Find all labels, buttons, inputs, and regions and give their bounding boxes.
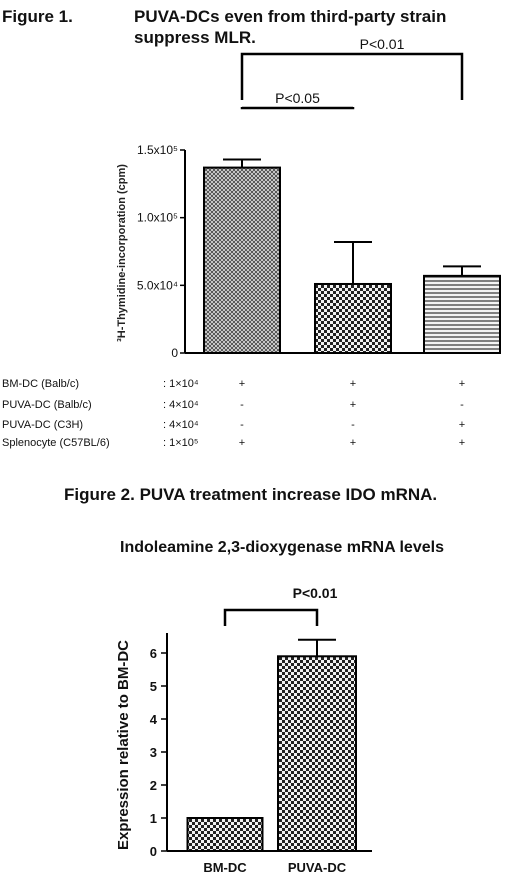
fig1-significance-label: P<0.05 [275,90,320,106]
fig1-bar [203,166,281,354]
fig2-y-axis-label: Expression relative to BM-DC [115,640,132,850]
figure1-chart: 0 5.0x10⁴ 1.0x10⁵ 1.5x10⁵ ³H-Thymidine-incor… [2,36,501,449]
fig1-significance-bracket [240,106,355,110]
fig2-y-tick-label: 2 [150,778,157,793]
fig1-y-tick-label: 5.0x10⁴ [137,278,178,292]
fig1-bar [423,274,501,354]
fig2-significance-label: P<0.01 [293,585,338,601]
fig2-y-tick-label: 0 [150,844,157,859]
fig1-condition-dose: : 4×10⁴ [163,419,199,431]
fig1-condition-dose: : 4×10⁴ [163,399,199,411]
fig1-y-tick-label: 0 [171,346,178,360]
fig1-condition-name: BM-DC (Balb/c) [2,378,79,390]
fig1-condition-mark: + [459,437,465,449]
fig2-x-tick-label: PUVA-DC [288,860,347,873]
fig1-condition-mark: + [239,437,245,449]
figure1-title: Figure 1. PUVA-DCs even from third-party … [2,6,517,48]
fig1-condition-mark: - [460,399,464,411]
fig2-y-tick-label: 6 [150,646,157,661]
fig1-condition-mark: + [459,378,465,390]
fig2-y-tick-label: 4 [150,712,158,727]
fig1-condition-mark: + [350,437,356,449]
fig2-x-tick-label: BM-DC [203,860,247,873]
fig1-significance-label: P<0.01 [360,36,405,52]
fig1-y-tick-label: 1.0x10⁵ [137,211,178,225]
fig1-condition-mark: + [459,419,465,431]
figure2-chart-title: Indoleamine 2,3-dioxygenase mRNA levels [120,539,444,556]
figure1-label: Figure 1. [2,7,73,26]
fig1-y-axis-label: ³H-Thymidine-incorporation (cpm) [116,164,128,342]
fig2-bar [277,655,357,852]
fig1-condition-mark: + [239,378,245,390]
fig1-condition-name: Splenocyte (C57BL/6) [2,437,110,449]
fig2-y-tick-label: 1 [150,811,157,826]
fig2-y-tick-label: 5 [150,679,157,694]
fig1-condition-mark: - [240,419,244,431]
fig1-y-tick-label: 1.5x10⁵ [137,143,178,157]
fig1-condition-name: PUVA-DC (Balb/c) [2,399,92,411]
fig2-y-tick-label: 3 [150,745,157,760]
fig1-condition-dose: : 1×10⁴ [163,378,199,390]
fig1-condition-name: PUVA-DC (C3H) [2,419,83,431]
figure1-title-line1: PUVA-DCs even from third-party strain [134,7,447,26]
fig1-condition-mark: + [350,378,356,390]
fig1-condition-mark: - [240,399,244,411]
fig1-condition-mark: - [351,419,355,431]
fig1-significance-bracket [240,52,464,100]
figure2-title: Figure 2. PUVA treatment increase IDO mR… [64,485,438,504]
fig1-bar [314,282,392,355]
fig2-significance-bracket [223,608,319,626]
fig2-bar [186,817,264,852]
figure1-title-line2: suppress MLR. [134,28,256,47]
fig1-condition-dose: : 1×10⁵ [163,437,198,449]
fig1-condition-mark: + [350,399,356,411]
figure2-chart: 0 1 2 3 4 5 6 Expression relative to BM-DC BM-DC… [115,585,372,873]
